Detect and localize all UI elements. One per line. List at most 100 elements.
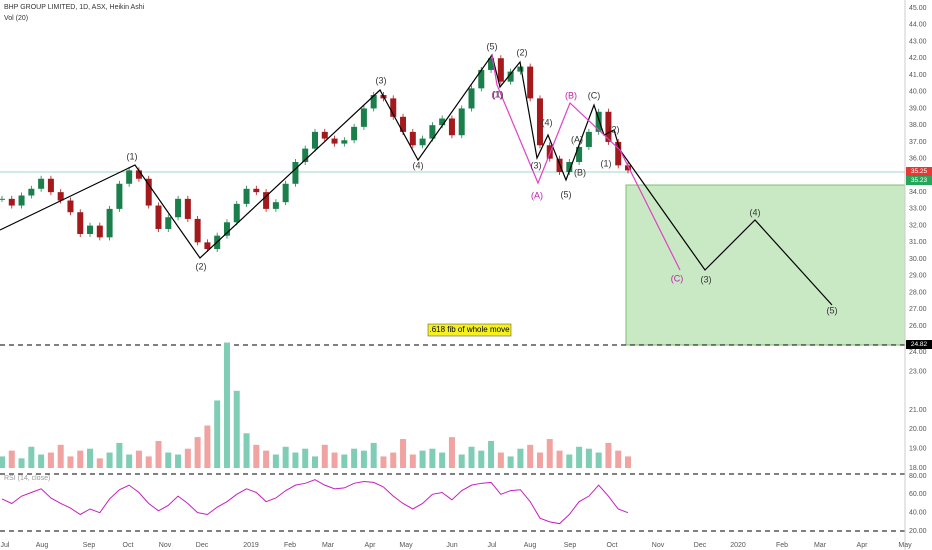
price-tick: 36.00 (909, 156, 927, 163)
time-tick: Sep (83, 542, 96, 549)
candle (47, 178, 54, 193)
volume-bar (116, 442, 123, 468)
target-zone (625, 184, 906, 346)
time-tick: Mar (814, 542, 827, 549)
rsi-tick: 80.00 (909, 473, 927, 480)
candle (507, 71, 514, 82)
time-tick: Dec (694, 542, 707, 549)
last-price: 35.25 (911, 168, 928, 175)
candle (429, 125, 436, 139)
price-tick: 39.00 (909, 105, 927, 112)
price-tick: 43.00 (909, 38, 927, 45)
volume-bar (18, 458, 25, 468)
price-tick: 41.00 (909, 72, 927, 79)
close-tag (906, 176, 932, 185)
volume-bar (321, 444, 328, 468)
volume-bar (556, 450, 563, 468)
candle (272, 202, 279, 209)
volume-bar (468, 446, 475, 468)
volume-bar (223, 342, 230, 468)
candle (126, 170, 133, 184)
wave-label: (B) (565, 90, 577, 100)
time-tick: Nov (652, 542, 665, 549)
price-tick: 27.00 (909, 306, 927, 313)
candle (615, 141, 622, 166)
candle (0, 198, 5, 200)
candle (194, 218, 201, 243)
volume-tick: 24.00 (909, 349, 927, 356)
candle (517, 66, 524, 72)
wave-magenta (491, 54, 681, 271)
volume-bar (96, 458, 103, 468)
candle (341, 140, 348, 144)
wave-label: (1) (492, 89, 503, 99)
time-tick: Feb (776, 542, 788, 549)
candle (458, 108, 465, 136)
volume-bar (0, 456, 5, 468)
candle (546, 145, 553, 159)
candle (282, 183, 289, 203)
volume-label: Vol (20) (4, 15, 28, 22)
time-tick: May (898, 542, 912, 549)
wave-label: (1) (493, 89, 504, 99)
candle (351, 126, 358, 141)
candle (204, 242, 211, 250)
candle (8, 198, 15, 206)
volume-bar (145, 456, 152, 468)
volume-bar (253, 444, 260, 468)
volume-bar (429, 448, 436, 468)
volume-bar (38, 454, 45, 468)
volume-tick: 18.00 (909, 465, 927, 472)
price-tick: 45.00 (909, 5, 927, 12)
close-price: 35.23 (911, 177, 928, 184)
wave-label: (4) (413, 160, 424, 170)
candle (360, 108, 367, 127)
wave-black (0, 53, 833, 306)
wave-label: (5) (827, 305, 838, 315)
price-tick: 38.00 (909, 122, 927, 129)
volume-bar (605, 442, 612, 468)
volume-bar (312, 456, 318, 468)
price-tick: 42.00 (909, 55, 927, 62)
time-tick: Aug (524, 542, 537, 549)
candle (96, 225, 103, 238)
time-tick: Dec (196, 542, 209, 549)
candle (321, 131, 328, 139)
candle (419, 138, 426, 146)
time-tick: 2020 (730, 542, 746, 549)
time-tick: Jul (1, 542, 10, 549)
volume-bar (204, 425, 211, 468)
candle (165, 217, 172, 229)
volume-bar (527, 444, 534, 468)
volume-bar (585, 448, 592, 468)
price-tick: 31.00 (909, 239, 927, 246)
candle (175, 198, 182, 218)
volume-bar (390, 452, 397, 468)
candle (448, 118, 455, 136)
volume-bar (272, 454, 279, 468)
target-price: 24.82 (911, 341, 928, 348)
candle (57, 192, 64, 201)
volume-bar (497, 452, 504, 468)
candle (331, 138, 338, 144)
wave-label: (4) (750, 207, 761, 217)
wave-label: (C) (588, 90, 601, 100)
volume-tick: 21.00 (909, 407, 927, 414)
wave-label: (3) (701, 274, 712, 284)
candle (77, 212, 84, 234)
symbol-title: BHP GROUP LIMITED, 1D, ASX, Heikin Ashi (4, 4, 145, 11)
wave-label: (3) (531, 160, 542, 170)
volume-bar (243, 433, 250, 468)
candle (145, 178, 152, 206)
candle (87, 225, 94, 234)
candle (106, 208, 113, 238)
volume-bar (126, 454, 133, 468)
candle (585, 131, 592, 147)
time-tick: Apr (365, 542, 377, 549)
candle (302, 148, 309, 163)
price-tick: 30.00 (909, 256, 927, 263)
volume-bar (546, 439, 553, 468)
candle (576, 146, 583, 163)
price-tick: 28.00 (909, 289, 927, 296)
